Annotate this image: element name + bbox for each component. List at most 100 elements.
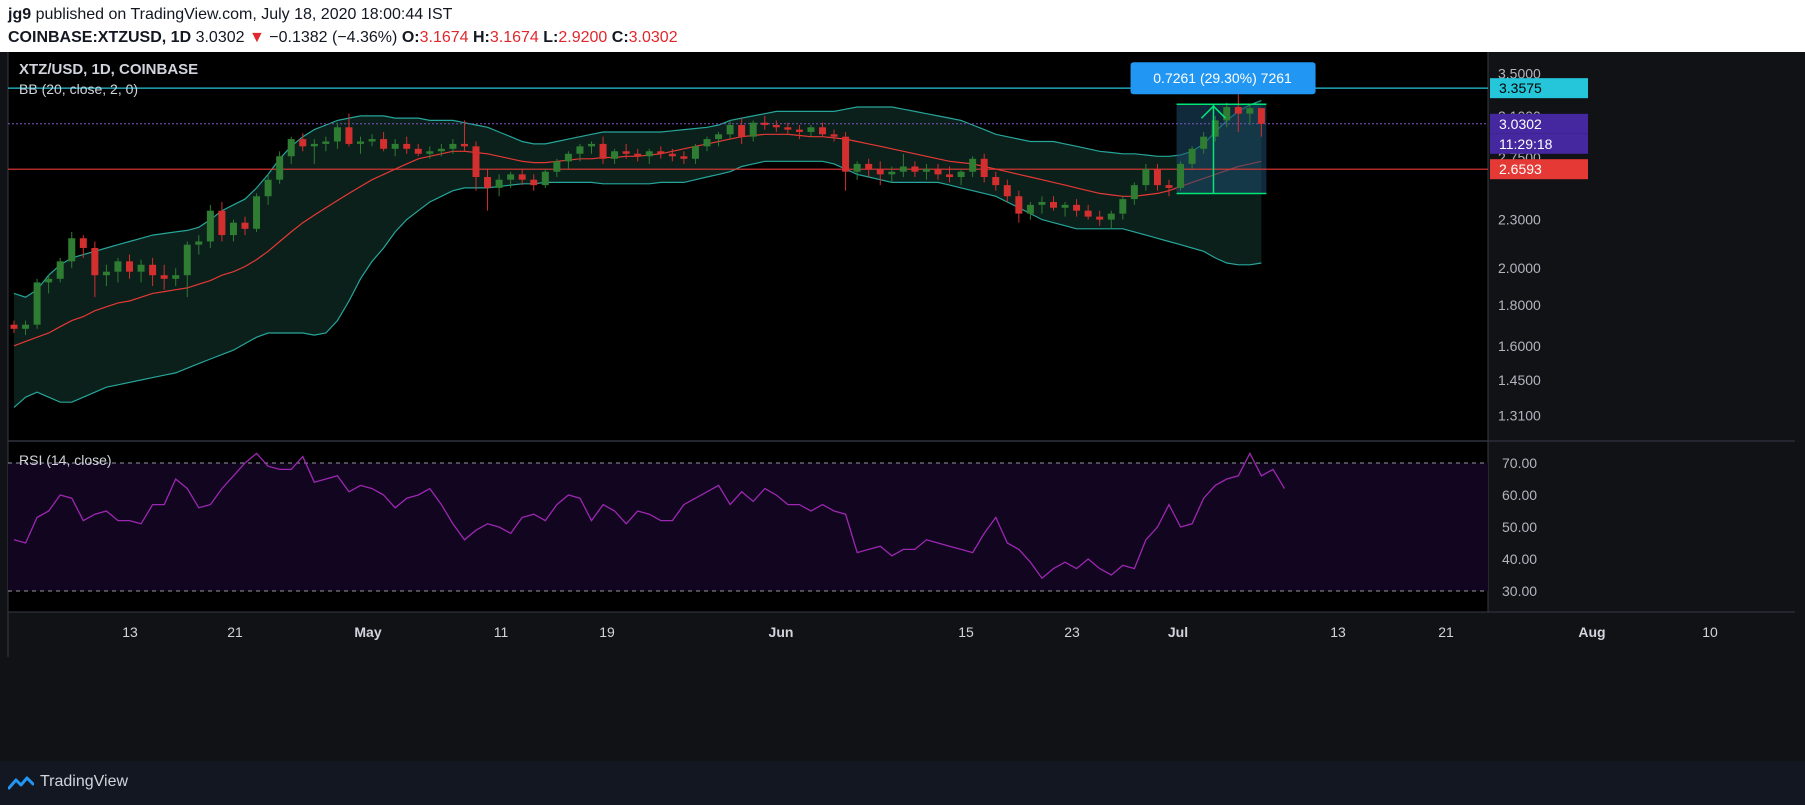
candle-body <box>1050 201 1057 208</box>
candle-body <box>691 146 699 159</box>
open-label: O: <box>401 29 420 46</box>
candle-body <box>1234 107 1242 114</box>
current-price-label: 3.0302 <box>1499 116 1542 132</box>
candle-body <box>703 139 711 147</box>
time-axis-tick: Jul <box>1168 624 1188 640</box>
candle-body <box>634 153 642 157</box>
rsi-line <box>13 451 1286 580</box>
candle-body <box>1038 201 1046 205</box>
candle-body <box>564 153 572 162</box>
chart-area[interactable]: 0.7261 (29.30%) 7261 XTZ/USD, 1D, COINBAS… <box>0 52 1805 761</box>
close-value: 3.0302 <box>628 29 678 46</box>
resistance-price-label: 3.3575 <box>1499 80 1542 96</box>
price-axis-tick: 2.0000 <box>1498 260 1541 276</box>
candle-body <box>1015 196 1023 214</box>
time-axis-tick: 13 <box>1330 624 1346 640</box>
low-label: L: <box>543 29 559 46</box>
price-axis-tick: 2.3000 <box>1498 212 1541 228</box>
candle-body <box>1246 108 1254 114</box>
candle-body <box>1119 199 1127 214</box>
candle-body <box>588 143 595 147</box>
price-axis-tick: 1.3100 <box>1498 407 1541 423</box>
candle-body <box>218 210 226 236</box>
bb-indicator-label: BB (20, close, 2, 0) <box>19 81 138 97</box>
candle-body <box>1200 136 1208 149</box>
rsi-axis-tick: 70.00 <box>1502 455 1537 471</box>
candle-body <box>68 238 76 262</box>
candle-body <box>1096 216 1104 220</box>
measure-label: 0.7261 (29.30%) 7261 <box>1153 70 1292 86</box>
time-axis-tick: 15 <box>958 624 974 640</box>
candle-body <box>541 171 549 186</box>
support-price-label-box <box>1490 159 1588 180</box>
candle-body <box>922 169 930 172</box>
candle-body <box>611 151 619 159</box>
candle-body <box>957 171 965 178</box>
candle-body <box>299 139 307 147</box>
change-arrow-icon: ▼ <box>248 29 265 46</box>
candle-body <box>56 261 64 279</box>
candle-body <box>888 171 896 175</box>
time-axis-tick: 10 <box>1702 624 1718 640</box>
candle-body <box>102 271 110 276</box>
rsi-band-fill <box>8 463 1488 591</box>
candle-body <box>10 324 18 329</box>
candle-body <box>1003 185 1011 197</box>
bb-lower-line <box>13 160 1262 408</box>
candle-body <box>206 210 214 242</box>
candle-body <box>391 143 399 149</box>
candle-body <box>1211 120 1219 137</box>
candle-body <box>1165 185 1173 188</box>
candle-body <box>287 139 295 157</box>
candle-body <box>241 222 249 229</box>
candle-body <box>91 247 99 276</box>
candle-body <box>507 174 515 180</box>
candle-body <box>1026 204 1034 214</box>
time-axis-tick: 21 <box>1438 624 1454 640</box>
candle-body <box>172 275 180 279</box>
candle-body <box>403 143 411 149</box>
candle-body <box>645 151 653 157</box>
candle-body <box>668 153 676 157</box>
candle-body <box>183 244 191 276</box>
publisher-name[interactable]: jg9 <box>8 6 32 23</box>
candle-body <box>1223 107 1231 121</box>
candle-body <box>160 275 168 279</box>
candle-body <box>761 122 769 125</box>
tradingview-logo-icon[interactable] <box>8 774 34 792</box>
candle-body <box>980 158 988 178</box>
candle-body <box>599 143 607 159</box>
candle-body <box>518 174 526 180</box>
rsi-title: RSI (14, close) <box>19 452 112 468</box>
time-axis-tick: 19 <box>599 624 615 640</box>
candle-body <box>45 278 53 283</box>
candle-body <box>1153 169 1161 186</box>
candle-body <box>1061 204 1069 208</box>
candle-body <box>195 241 203 245</box>
candle-body <box>322 141 330 144</box>
publish-line: jg9 published on TradingView.com, July 1… <box>8 6 452 24</box>
candle-body <box>1084 210 1092 217</box>
tradingview-brand[interactable]: TradingView <box>40 773 129 790</box>
candle-body <box>772 124 780 128</box>
time-axis-tick: Aug <box>1578 624 1605 640</box>
candle-body <box>969 158 977 172</box>
high-label: H: <box>472 29 490 46</box>
candle-body <box>657 151 665 154</box>
candle-body <box>992 177 1000 186</box>
candle-body <box>149 264 157 276</box>
candle-body <box>126 261 133 272</box>
measure-arrow-icon <box>1200 105 1227 119</box>
price-axis-tick: 1.6000 <box>1498 338 1541 354</box>
candle-body <box>229 222 237 236</box>
countdown-label: 11:29:18 <box>1499 136 1553 152</box>
candle-body <box>946 174 954 178</box>
candle-body <box>264 179 272 197</box>
candle-body <box>345 127 353 144</box>
candle-body <box>530 179 538 186</box>
candle-body <box>22 324 30 329</box>
current-price-label-box <box>1490 113 1588 134</box>
candle-body <box>460 143 468 147</box>
time-axis-tick: 11 <box>494 624 509 640</box>
candle-body <box>784 127 792 130</box>
